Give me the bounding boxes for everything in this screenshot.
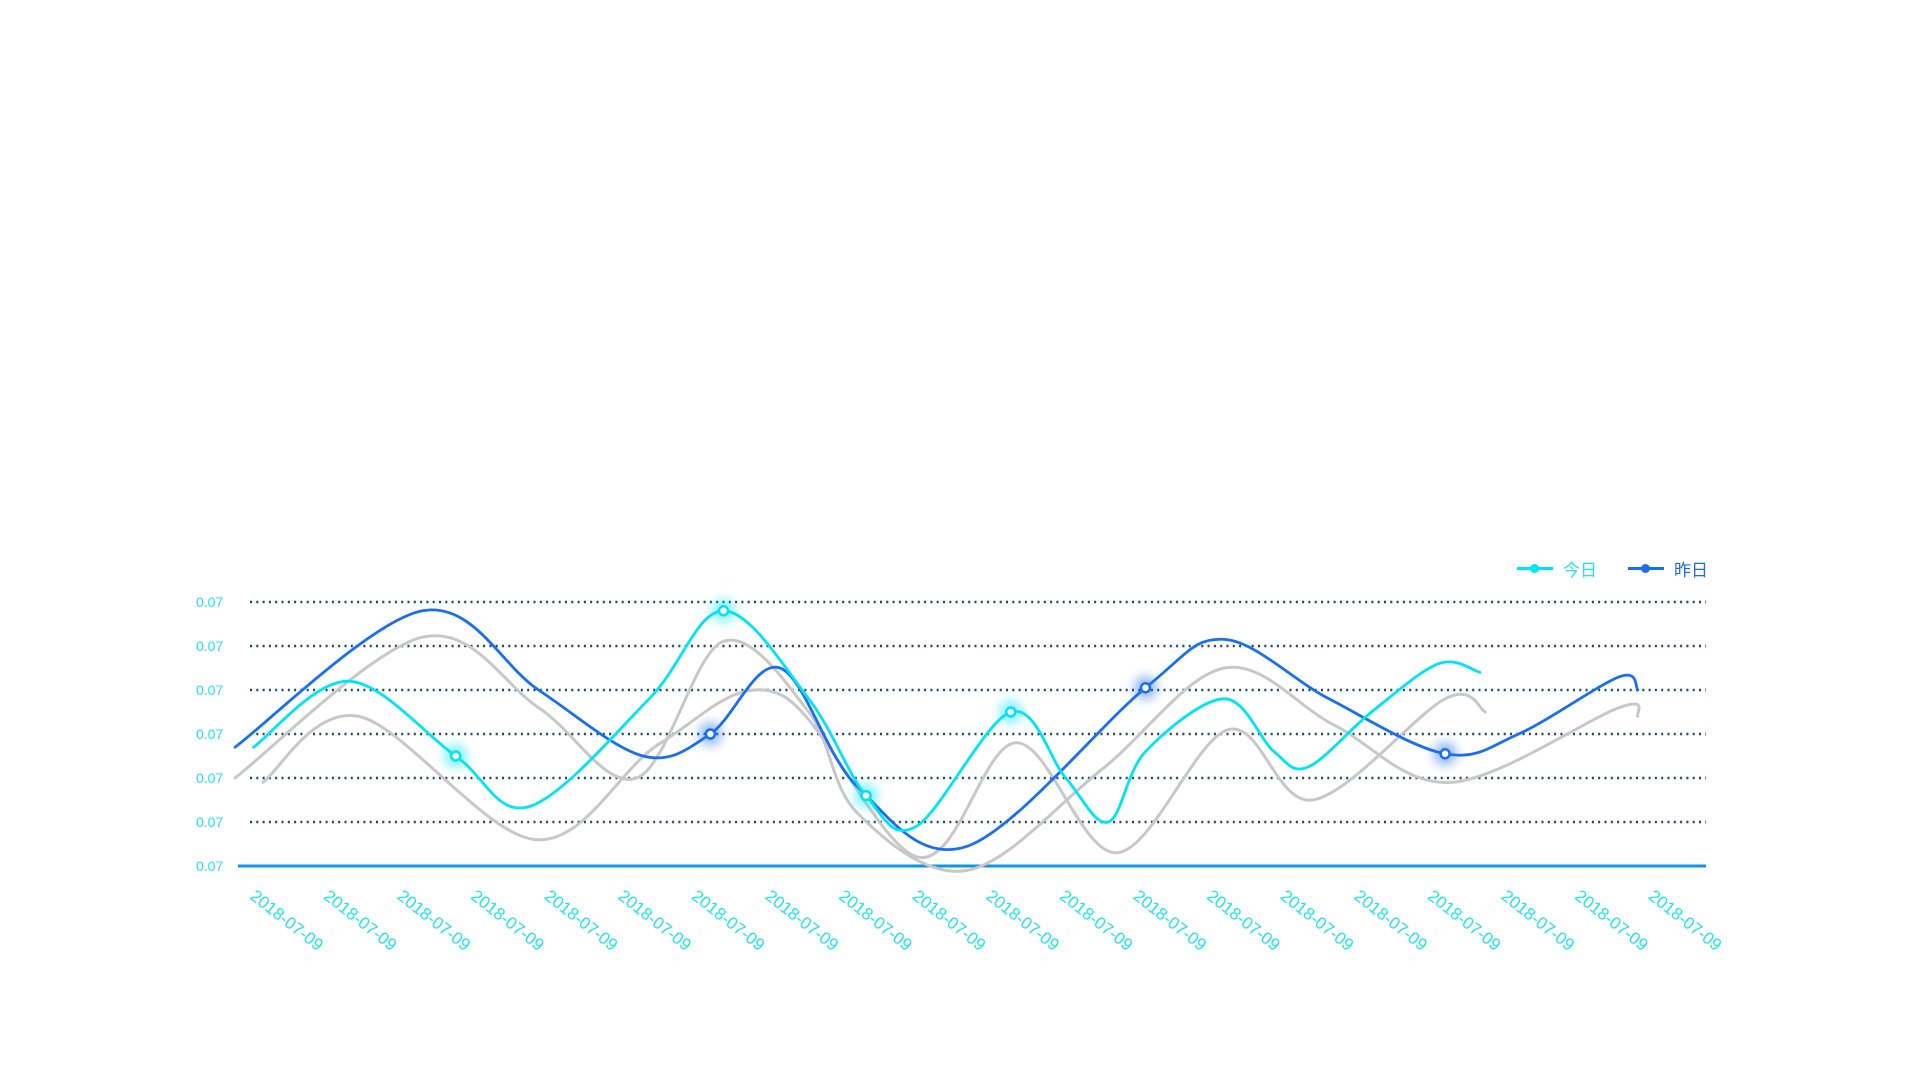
shadow-series-line: [233, 634, 1641, 873]
x-tick-label: 2018-07-09: [467, 886, 547, 955]
y-tick-label: 0.07: [196, 594, 223, 610]
y-tick-label: 0.07: [196, 682, 223, 698]
x-tick-label: 2018-07-09: [1130, 886, 1210, 955]
data-point-yesterday: [1439, 748, 1451, 760]
x-tick-label: 2018-07-09: [541, 886, 621, 955]
y-tick-label: 0.07: [196, 858, 223, 874]
y-tick-label: 0.07: [196, 814, 223, 830]
x-tick-label: 2018-07-09: [688, 886, 768, 955]
x-tick-label: 2018-07-09: [835, 886, 915, 955]
series-line-yesterday: [233, 608, 1640, 852]
y-tick-label: 0.07: [196, 726, 223, 742]
x-tick-label: 2018-07-09: [983, 886, 1063, 955]
x-tick-label: 2018-07-09: [1056, 886, 1136, 955]
x-tick-label: 2018-07-09: [1203, 886, 1283, 955]
x-tick-label: 2018-07-09: [1424, 886, 1504, 955]
x-tick-label: 2018-07-09: [909, 886, 989, 955]
legend-yesterday[interactable]: 昨日: [1628, 556, 1708, 581]
data-point-today: [717, 605, 730, 617]
data-point-today: [860, 789, 872, 802]
x-tick-label: 2018-07-09: [615, 886, 695, 955]
x-tick-label: 2018-07-09: [247, 886, 327, 955]
y-tick-label: 0.07: [196, 770, 223, 786]
legend-today-label: 今日: [1563, 561, 1597, 581]
legend-yesterday-swatch: [1628, 564, 1664, 573]
data-point-today: [449, 750, 462, 762]
x-tick-label: 2018-07-09: [320, 886, 400, 955]
data-point-today: [1005, 706, 1017, 718]
legend-yesterday-label: 昨日: [1674, 561, 1708, 581]
shadow-series-line: [261, 688, 1487, 859]
x-tick-label: 2018-07-09: [1351, 886, 1431, 955]
legend-today[interactable]: 今日: [1517, 556, 1597, 581]
data-point-yesterday: [1139, 682, 1152, 694]
x-tick-label: 2018-07-09: [762, 886, 842, 955]
y-tick-label: 0.07: [196, 638, 223, 654]
legend-today-swatch: [1517, 564, 1553, 573]
x-tick-label: 2018-07-09: [1645, 886, 1725, 955]
series-line-today: [252, 609, 1482, 832]
x-tick-label: 2018-07-09: [394, 886, 474, 955]
x-tick-label: 2018-07-09: [1498, 886, 1578, 955]
data-point-yesterday: [704, 728, 717, 740]
x-tick-label: 2018-07-09: [1571, 886, 1651, 955]
x-tick-label: 2018-07-09: [1277, 886, 1357, 955]
